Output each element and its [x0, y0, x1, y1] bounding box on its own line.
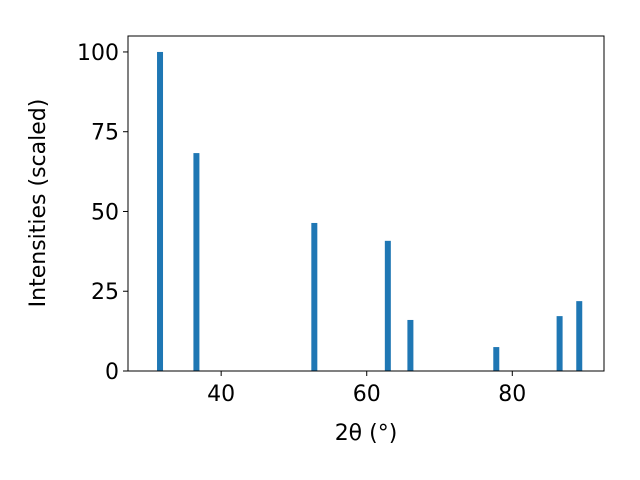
plot-frame [127, 35, 605, 372]
bar [311, 222, 318, 371]
bar [193, 153, 200, 371]
x-tick-label: 80 [498, 382, 526, 407]
bar [157, 51, 164, 371]
y-tick-label: 0 [105, 360, 119, 385]
x-axis-label: 2θ (°) [335, 421, 398, 446]
y-axis-label: Intensities (scaled) [26, 99, 51, 308]
x-tick-label: 60 [353, 382, 381, 407]
y-tick-label: 25 [91, 280, 119, 305]
bar [493, 347, 500, 371]
x-tick-label: 40 [207, 382, 235, 407]
bar [407, 319, 414, 371]
y-tick-label: 75 [91, 121, 119, 146]
y-tick-label: 50 [91, 200, 119, 225]
bar [556, 316, 563, 371]
y-tick-label: 100 [77, 41, 119, 66]
bar [384, 240, 391, 371]
bar [576, 301, 583, 371]
